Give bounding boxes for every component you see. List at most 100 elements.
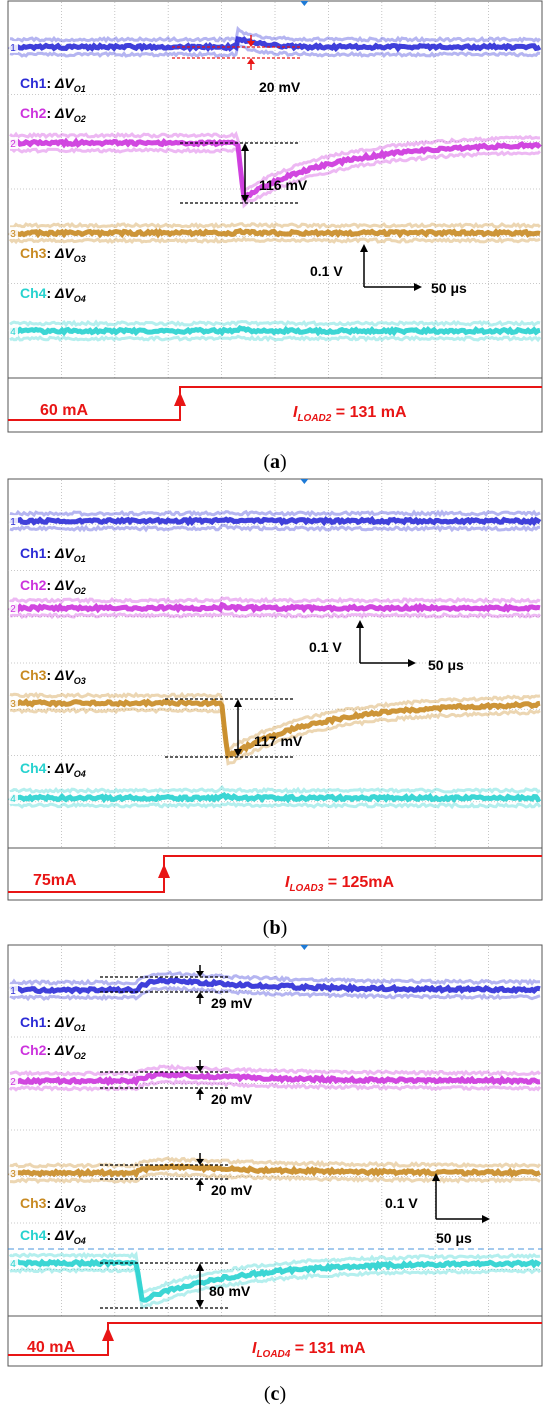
step-arrow-icon [174, 392, 186, 406]
waveform-noise-lower [10, 1171, 541, 1184]
scope-frame [7, 478, 543, 901]
waveform-ch4 [9, 319, 542, 343]
waveform-trace [8, 36, 542, 53]
channel-number-badge: 3 [9, 697, 18, 710]
channel-label-delta-v: ΔV [54, 1014, 75, 1030]
load-high-name: I [252, 1340, 257, 1357]
waveform-trace [8, 791, 542, 804]
badge-bg [9, 1075, 18, 1087]
arrow-up-icon [196, 1179, 204, 1185]
channel-label-name: Ch3 [20, 667, 47, 683]
arrow-up-icon [234, 699, 242, 707]
channel-label-delta-v: ΔV [54, 1227, 75, 1243]
waveform-ch3 [9, 691, 541, 766]
channel-label: Ch2: ΔVO2 [20, 105, 86, 124]
waveform-noise-upper [9, 970, 540, 987]
arrow-down-icon [196, 1300, 204, 1308]
badge-bg [9, 515, 18, 527]
waveform-noise-lower [9, 801, 542, 810]
waveform-noise-upper [9, 691, 541, 753]
badge-bg [9, 697, 18, 709]
channel-label: Ch1: ΔVO1 [20, 545, 86, 564]
arrow-up-icon [196, 1263, 204, 1271]
badge-bg [9, 325, 18, 337]
channel-label-subscript: O3 [74, 1204, 86, 1214]
caption-close: ) [279, 1383, 286, 1405]
channel-label-colon: : [46, 245, 55, 261]
arrow-down-icon [196, 1066, 204, 1072]
channel-label-delta-v: ΔV [54, 285, 75, 301]
load-high-subscript: LOAD3 [289, 883, 323, 894]
channel-number: 4 [10, 1259, 16, 1270]
panel-caption: (c) [264, 1383, 286, 1405]
waveform-ch4 [8, 784, 542, 810]
load-high-name: I [293, 404, 298, 421]
waveform-noise-upper [9, 784, 541, 795]
waveform-noise-upper [9, 130, 541, 192]
channel-label: Ch3: ΔVO3 [20, 667, 86, 686]
arrow-up-icon [241, 143, 249, 151]
waveform-noise-lower [8, 236, 541, 245]
channel-label-colon: : [46, 667, 55, 683]
waveform-trace [8, 601, 541, 614]
deviation-label: 116 mV [259, 177, 308, 193]
channel-number-badge: 3 [9, 1167, 18, 1180]
scope-frame [7, 0, 543, 433]
caption-letter: a [270, 451, 280, 473]
deviation-label: 20 mV [211, 1182, 253, 1198]
waveform-ch1 [9, 970, 541, 1002]
channel-label-colon: : [46, 285, 55, 301]
waveform-noise-lower [9, 42, 541, 59]
load-current-step: 60 mA ILOAD2 = 131 mA [8, 386, 542, 424]
channel-label-colon: : [46, 545, 55, 561]
channel-label-delta-v: ΔV [54, 1195, 75, 1211]
channel-number: 1 [10, 986, 16, 997]
channel-label-subscript: O3 [74, 676, 86, 686]
waveform-ch4 [8, 1251, 542, 1310]
panel-caption: (a) [263, 451, 286, 473]
arrow-up-icon [432, 1173, 440, 1181]
channel-label-delta-v: ΔV [54, 105, 75, 121]
waveform-noise-upper [8, 595, 541, 605]
load-low-label: 60 mA [40, 402, 88, 419]
caption-open: ( [263, 917, 270, 939]
waveform-trace [9, 515, 542, 527]
waveform-ch1 [9, 509, 542, 533]
deviation-annotations: 20 mV 116 mV [172, 35, 308, 204]
waveform-noise-lower [9, 1266, 542, 1310]
step-arrow-icon [102, 1327, 114, 1341]
arrow-down-icon [234, 749, 242, 757]
badge-bg [9, 227, 18, 239]
channel-label: Ch2: ΔVO2 [20, 577, 86, 596]
load-current-step: 75mA ILOAD3 = 125mA [8, 855, 542, 894]
waveform-trace [9, 698, 541, 759]
waveform-trace [9, 976, 541, 995]
waveform-noise-lower [9, 707, 541, 766]
channel-label-subscript: O4 [74, 769, 86, 779]
waveform-trace [9, 325, 541, 337]
waveform-ch3 [8, 221, 541, 245]
arrow-down-icon [196, 971, 204, 977]
caption-close: ) [281, 917, 288, 939]
scale-volts-label: 0.1 V [385, 1195, 418, 1211]
badge-bg [9, 792, 18, 804]
waveform-noise-upper [9, 1156, 542, 1169]
channel-label: Ch2: ΔVO2 [20, 1042, 86, 1061]
channel-label-colon: : [46, 760, 55, 776]
load-high-label: ILOAD4 = 131 mA [252, 1340, 366, 1360]
channel-label: Ch3: ΔVO3 [20, 245, 86, 264]
channel-label-colon: : [46, 75, 55, 91]
waveform-noise-lower [9, 334, 542, 343]
step-arrow-icon [158, 864, 170, 878]
badge-bg [9, 602, 18, 614]
badge-bg [9, 1257, 18, 1269]
load-high-value: = 131 mA [290, 1340, 366, 1357]
scale-volts-label: 0.1 V [309, 639, 342, 655]
channel-number-badge: 1 [9, 984, 18, 997]
channel-number-badge: 4 [9, 792, 18, 805]
channel-label-colon: : [46, 1227, 55, 1243]
waveform-ch3 [8, 1156, 542, 1184]
